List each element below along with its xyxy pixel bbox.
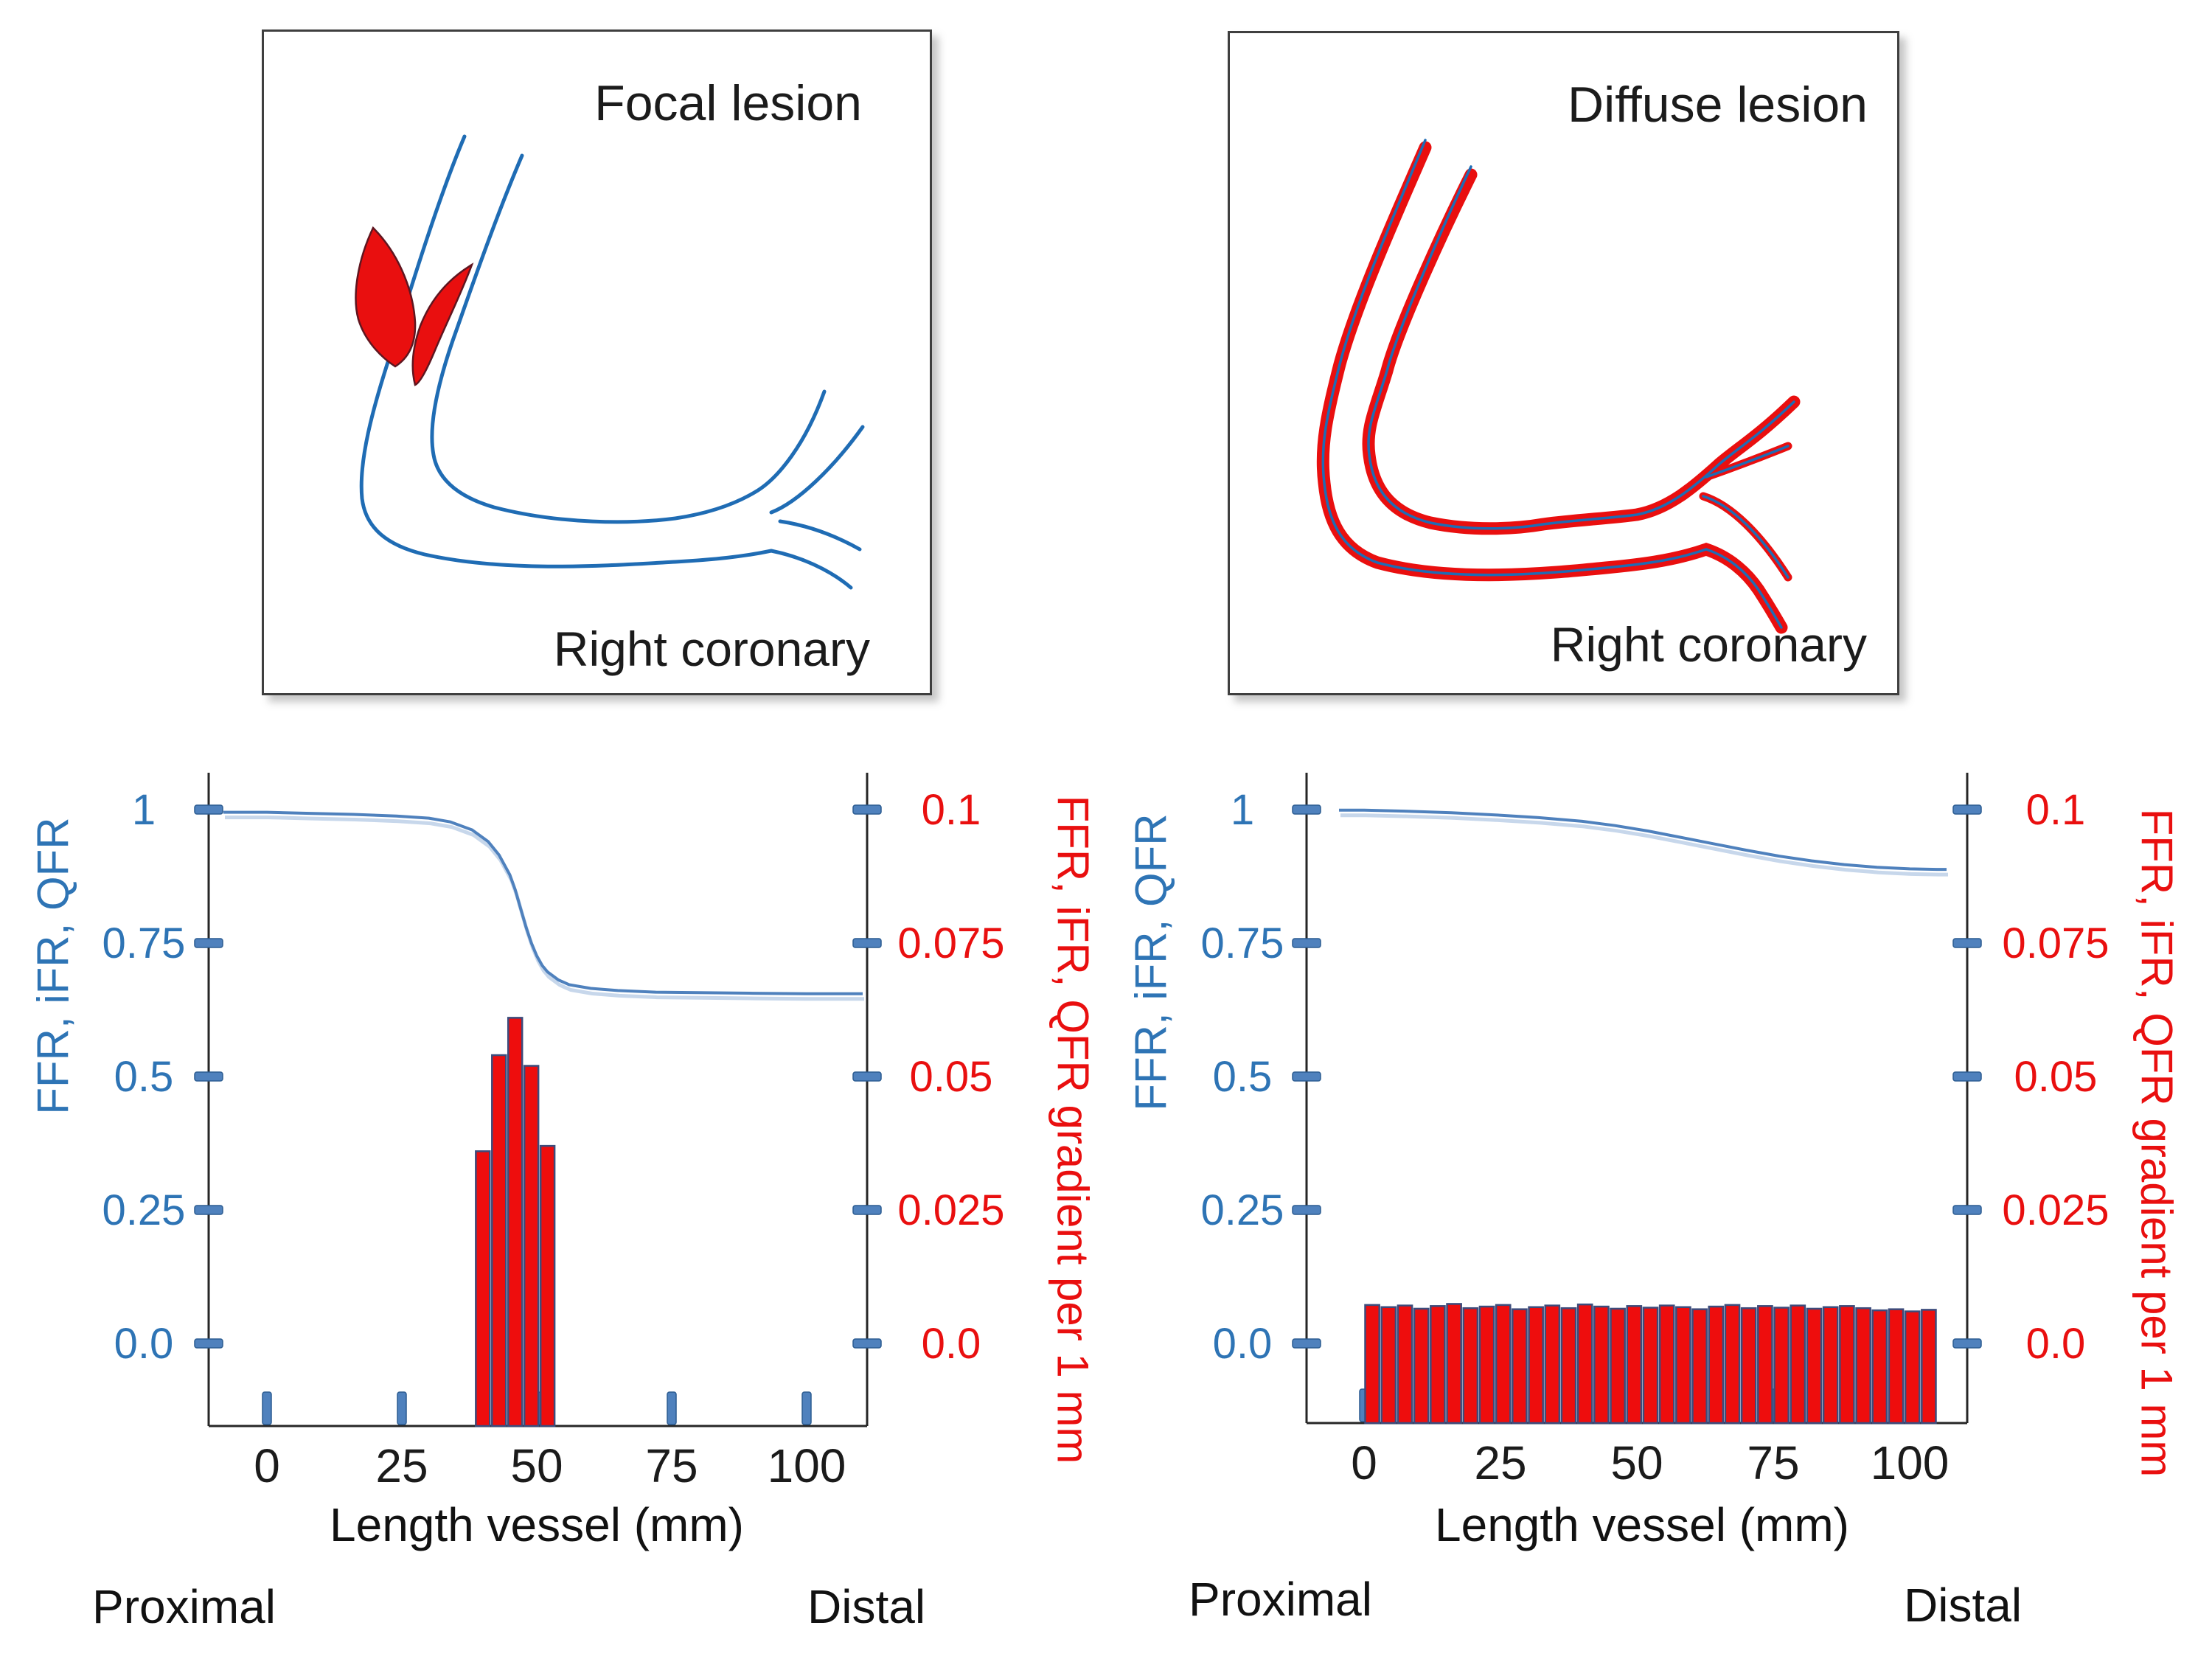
svg-text:0.05: 0.05 [910, 1053, 993, 1101]
svg-text:0.5: 0.5 [1213, 1053, 1273, 1101]
focal-plaque [355, 226, 474, 386]
focal-distal-label: Distal [807, 1580, 926, 1633]
svg-text:25: 25 [375, 1439, 428, 1492]
focal-lesion-panel: Focal lesion Right coronary [262, 29, 932, 695]
diffuse-vessel-label: Right coronary [1550, 617, 1867, 672]
svg-text:0.0: 0.0 [922, 1320, 981, 1368]
focal-vessel-drawing [355, 134, 865, 590]
svg-text:0.75: 0.75 [102, 919, 186, 967]
svg-text:0.05: 0.05 [2014, 1053, 2098, 1101]
svg-text:0.075: 0.075 [897, 919, 1004, 967]
svg-text:75: 75 [645, 1439, 698, 1492]
diffuse-x-axis-title: Length vessel (mm) [1435, 1498, 1849, 1551]
svg-text:1: 1 [132, 786, 156, 834]
svg-text:0.75: 0.75 [1201, 919, 1284, 967]
svg-text:100: 100 [1871, 1436, 1950, 1489]
svg-text:0.5: 0.5 [114, 1053, 174, 1101]
diffuse-vessel-drawing [1316, 139, 1801, 634]
svg-text:0.075: 0.075 [2002, 919, 2109, 967]
svg-text:0.0: 0.0 [1213, 1320, 1273, 1368]
svg-text:100: 100 [768, 1439, 846, 1492]
svg-text:75: 75 [1747, 1436, 1799, 1489]
focal-panel-title: Focal lesion [594, 75, 862, 131]
svg-text:1: 1 [1231, 786, 1254, 834]
svg-text:0.025: 0.025 [2002, 1186, 2109, 1234]
svg-text:0.25: 0.25 [1201, 1186, 1284, 1234]
svg-text:0.1: 0.1 [922, 786, 981, 834]
focal-x-axis-title: Length vessel (mm) [330, 1498, 744, 1551]
svg-text:50: 50 [1610, 1436, 1663, 1489]
svg-text:0.1: 0.1 [2026, 786, 2086, 834]
svg-text:50: 50 [510, 1439, 563, 1492]
diffuse-left-axis-title: FFR, iFR, QFR [1126, 813, 1176, 1111]
diffuse-distal-label: Distal [1904, 1579, 2023, 1632]
svg-text:0: 0 [1351, 1436, 1377, 1489]
svg-text:0.025: 0.025 [897, 1186, 1004, 1234]
svg-text:0.25: 0.25 [102, 1186, 186, 1234]
focal-proximal-label: Proximal [92, 1580, 276, 1633]
diffuse-panel-title: Diffuse lesion [1568, 77, 1868, 133]
focal-vessel-label: Right coronary [553, 622, 870, 676]
svg-text:0.0: 0.0 [114, 1320, 174, 1368]
svg-text:0: 0 [254, 1439, 280, 1492]
svg-text:25: 25 [1474, 1436, 1526, 1489]
diffuse-proximal-label: Proximal [1189, 1573, 1372, 1626]
diffuse-lesion-panel: Diffuse lesion Right coronary [1228, 31, 1899, 695]
focal-right-axis-title: FFR, iFR, QFR gradient per 1 mm [1048, 795, 1098, 1464]
svg-text:0.0: 0.0 [2026, 1320, 2086, 1368]
diffuse-right-axis-title: FFR, iFR, QFR gradient per 1 mm [2132, 808, 2182, 1478]
focal-left-axis-title: FFR, iFR, QFR [28, 817, 78, 1115]
